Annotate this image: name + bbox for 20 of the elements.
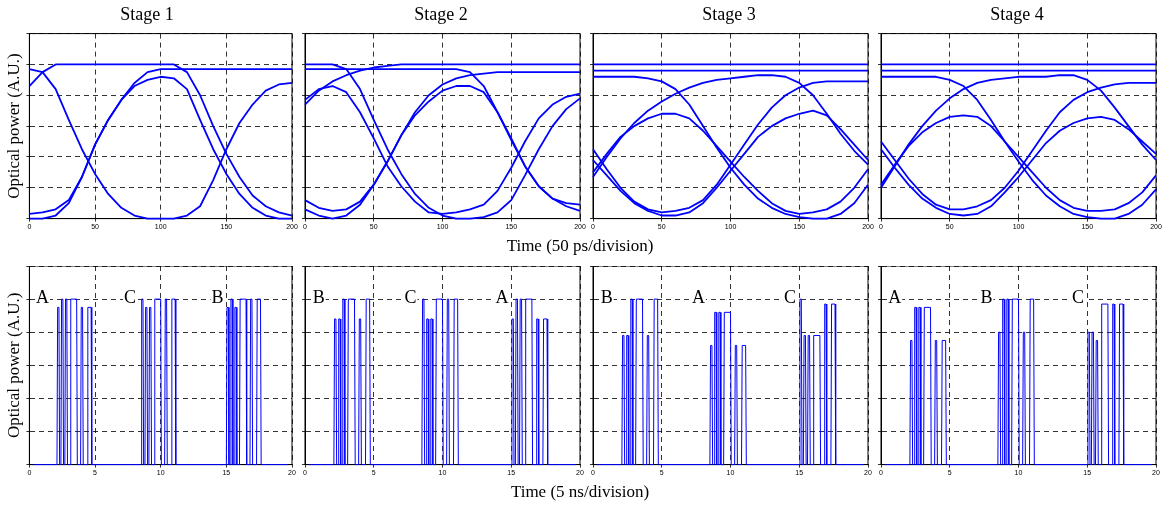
annotation: C [1072, 286, 1085, 307]
x-axis-title: Time (5 ns/division) [509, 482, 651, 502]
chart-title: Stage 1 [120, 3, 174, 24]
annotation: C [784, 286, 797, 307]
annotation: A [495, 286, 509, 307]
chart-title: Stage 4 [990, 3, 1044, 24]
annotation: C [404, 286, 417, 307]
y-axis-title: Optical power (A.U.) [3, 292, 23, 438]
annotation: A [36, 286, 50, 307]
y-axis-title: Optical power (A.U.) [3, 53, 23, 199]
annotation: C [124, 286, 137, 307]
chart-title: Stage 3 [702, 3, 756, 24]
annotation: B [312, 286, 325, 307]
chart-title: Stage 2 [414, 3, 468, 24]
annotation: B [211, 286, 224, 307]
annotation: B [980, 286, 993, 307]
annotation: B [600, 286, 613, 307]
annotation: A [691, 286, 705, 307]
x-axis-title: Time (50 ps/division) [505, 236, 655, 256]
annotation: A [888, 286, 902, 307]
